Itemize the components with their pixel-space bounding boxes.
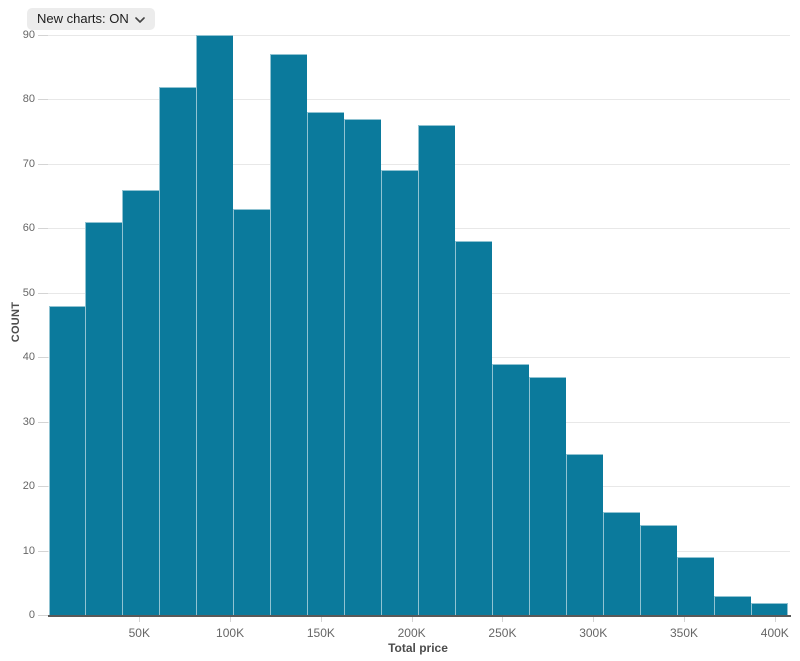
x-tick-mark <box>411 617 413 622</box>
new-charts-label: New charts: ON <box>37 11 129 26</box>
y-tick-mark <box>38 421 48 423</box>
y-tick-mark <box>38 615 48 616</box>
histogram-bar[interactable] <box>455 241 492 616</box>
y-tick-label: 20 <box>22 480 35 492</box>
y-tick-label: 70 <box>22 157 35 170</box>
y-gridline <box>48 99 790 100</box>
x-tick-mark <box>502 617 504 622</box>
x-tick-mark <box>230 617 232 622</box>
y-tick-label: 0 <box>28 609 35 621</box>
y-tick-label: 10 <box>22 544 35 557</box>
histogram-bar[interactable] <box>122 189 160 616</box>
y-tick-mark <box>38 99 48 100</box>
histogram-bar[interactable] <box>492 363 529 616</box>
x-tick-label: 150K <box>306 626 335 640</box>
histogram-bar[interactable] <box>159 86 197 616</box>
x-tick-label: 250K <box>488 626 517 640</box>
histogram-bar[interactable] <box>196 35 234 616</box>
histogram-bar[interactable] <box>639 525 677 616</box>
histogram-bar[interactable] <box>381 170 419 616</box>
y-tick-label: 80 <box>22 93 35 105</box>
x-tick-label: 100K <box>216 626 245 640</box>
x-tick-label: 200K <box>397 626 426 640</box>
x-axis-line <box>48 615 791 617</box>
y-tick-label: 90 <box>22 28 35 41</box>
x-tick-mark <box>774 617 776 622</box>
histogram-bar[interactable] <box>233 209 271 616</box>
x-axis-title: Total price <box>388 641 448 655</box>
histogram-bar[interactable] <box>270 54 308 616</box>
y-tick-label: 50 <box>22 286 35 299</box>
y-axis-title: COUNT <box>10 301 22 343</box>
chevron-down-icon <box>134 16 145 23</box>
x-tick-label: 400K <box>760 626 789 640</box>
y-tick-mark <box>38 357 48 358</box>
y-tick-label: 40 <box>22 351 35 363</box>
histogram-bar[interactable] <box>565 454 603 616</box>
histogram-bar[interactable] <box>344 118 382 616</box>
x-tick-mark <box>593 617 595 622</box>
y-gridline <box>48 34 790 36</box>
y-tick-mark <box>38 550 48 552</box>
x-tick-mark <box>320 617 322 622</box>
x-tick-label: 50K <box>128 626 150 640</box>
y-tick-mark <box>38 486 48 487</box>
x-tick-label: 350K <box>669 626 699 640</box>
histogram-bar[interactable] <box>418 125 456 616</box>
histogram-bar[interactable] <box>307 112 345 616</box>
y-tick-mark <box>38 228 48 229</box>
histogram-bar[interactable] <box>85 222 123 616</box>
y-tick-label: 30 <box>22 415 35 428</box>
new-charts-toggle[interactable]: New charts: ON <box>27 8 155 30</box>
histogram-bar[interactable] <box>602 512 640 616</box>
x-tick-mark <box>684 617 685 622</box>
histogram-bar[interactable] <box>48 305 86 616</box>
y-tick-mark <box>38 163 48 165</box>
y-tick-label: 60 <box>22 222 35 234</box>
x-tick-mark <box>139 617 141 622</box>
histogram-bar[interactable] <box>676 557 714 616</box>
histogram-bar[interactable] <box>713 596 751 616</box>
y-tick-mark <box>38 34 48 36</box>
y-tick-mark <box>38 292 48 294</box>
histogram-bar[interactable] <box>750 602 788 616</box>
histogram-bar[interactable] <box>528 376 566 616</box>
x-tick-label: 300K <box>579 626 608 640</box>
